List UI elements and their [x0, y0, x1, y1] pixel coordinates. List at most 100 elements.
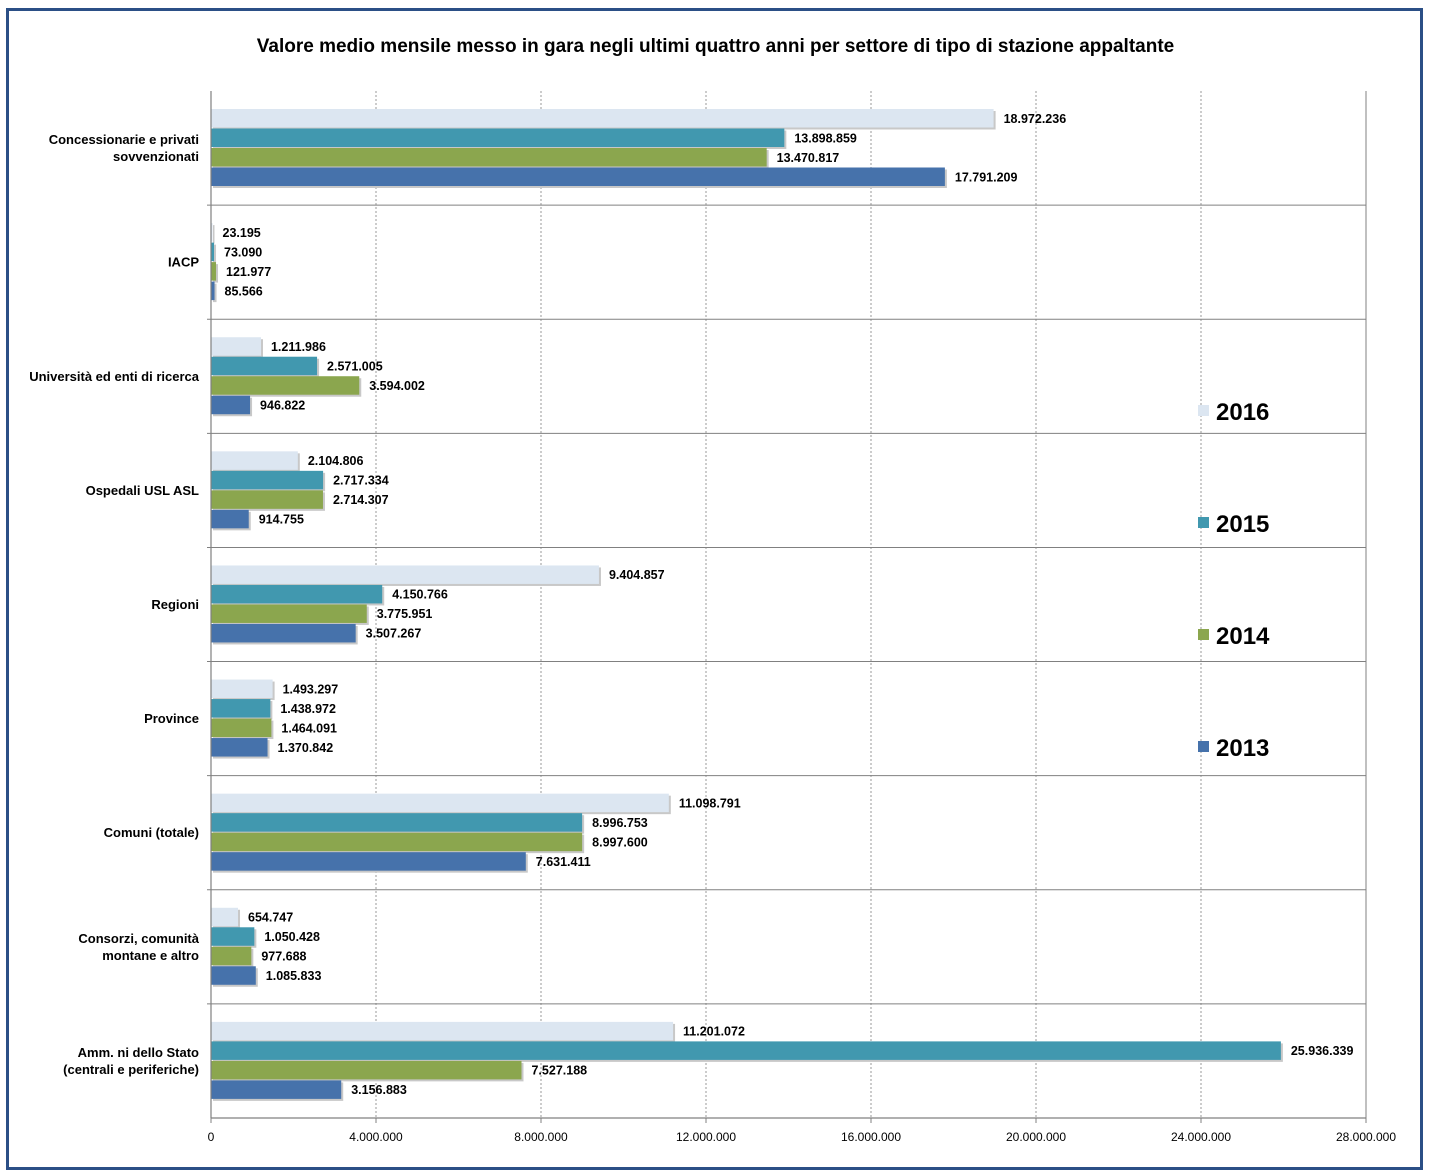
x-tick-label: 0: [208, 1130, 215, 1144]
bar-2016: [211, 565, 599, 584]
category-label: Concessionarie e privati: [49, 132, 199, 147]
data-label: 8.996.753: [592, 816, 648, 830]
data-label: 9.404.857: [609, 568, 665, 582]
data-label: 11.201.072: [683, 1025, 745, 1039]
data-label: 8.997.600: [592, 835, 648, 849]
category-label: Ospedali USL ASL: [86, 483, 199, 498]
bar-2014: [211, 1060, 522, 1080]
data-label: 914.755: [259, 513, 304, 527]
bar-2013: [211, 966, 256, 985]
category-label: (centrali e periferiche): [63, 1062, 199, 1077]
bar-2015: [211, 1041, 1281, 1060]
bar-2016: [211, 109, 994, 128]
data-label: 3.594.002: [369, 379, 425, 393]
bar-2014: [211, 718, 272, 738]
data-label: 25.936.339: [1291, 1044, 1354, 1058]
category-label: IACP: [168, 255, 199, 270]
data-label: 977.688: [261, 950, 306, 964]
x-tick-label: 20.000.000: [1006, 1130, 1066, 1144]
data-label: 3.507.267: [366, 627, 422, 641]
x-tick-label: 28.000.000: [1336, 1130, 1396, 1144]
bar-shadow: [213, 283, 217, 303]
category-label: Province: [144, 711, 199, 726]
data-label: 3.156.883: [351, 1083, 407, 1097]
bar-2015: [211, 813, 583, 832]
data-label: 13.898.859: [794, 131, 857, 145]
data-label: 7.527.188: [531, 1064, 587, 1078]
data-label: 3.775.951: [377, 607, 433, 621]
bar-2015: [211, 699, 271, 718]
bar-2014: [211, 376, 360, 395]
bar-2014: [211, 832, 583, 852]
x-tick-label: 8.000.000: [514, 1130, 568, 1144]
bar-2015: [211, 128, 785, 147]
bar-2016: [211, 793, 669, 813]
data-label: 1.085.833: [266, 969, 322, 983]
category-label: Amm. ni dello Stato: [78, 1045, 199, 1060]
x-tick-label: 24.000.000: [1171, 1130, 1231, 1144]
x-tick-label: 12.000.000: [676, 1130, 736, 1144]
data-label: 1.438.972: [280, 702, 336, 716]
data-label: 1.370.842: [278, 741, 334, 755]
bar-2013: [211, 852, 526, 871]
category-label: sovvenzionati: [113, 149, 199, 164]
bar-2014: [211, 946, 252, 966]
data-label: 2.104.806: [308, 454, 364, 468]
bar-2013: [211, 623, 356, 643]
data-label: 946.822: [260, 398, 305, 412]
data-label: 121.977: [226, 265, 271, 279]
bar-2015: [211, 356, 318, 376]
category-label: montane e altro: [102, 948, 199, 963]
bar-2016: [211, 337, 261, 356]
category-label: Regioni: [151, 597, 199, 612]
legend-swatch-2016: [1198, 405, 1209, 416]
data-label: 1.211.986: [271, 340, 326, 354]
category-label: Università ed enti di ricerca: [29, 369, 200, 384]
legend-label-2016: 2016: [1216, 399, 1269, 426]
category-label: Consorzi, comunità: [78, 931, 199, 946]
data-label: 4.150.766: [392, 588, 448, 602]
data-label: 2.571.005: [327, 359, 383, 373]
bar-2015: [211, 584, 383, 604]
legend-swatch-2013: [1198, 741, 1209, 752]
bar-2013: [211, 1080, 342, 1099]
data-label: 11.098.791: [679, 796, 741, 810]
bar-2016: [211, 1021, 674, 1041]
bar-2014: [211, 604, 367, 623]
bar-shadow: [213, 225, 215, 244]
bar-2016: [211, 223, 213, 242]
bar-2013: [211, 281, 215, 301]
x-tick-label: 4.000.000: [349, 1130, 403, 1144]
data-label: 1.050.428: [264, 930, 320, 944]
data-label: 85.566: [225, 284, 263, 298]
data-label: 23.195: [223, 226, 261, 240]
bar-shadow: [213, 244, 217, 264]
data-label: 73.090: [224, 245, 262, 259]
data-label: 17.791.209: [955, 170, 1018, 184]
data-label: 18.972.236: [1004, 112, 1067, 126]
data-label: 7.631.411: [536, 855, 591, 869]
legend-swatch-2015: [1198, 517, 1209, 528]
bar-2013: [211, 167, 945, 186]
bar-2014: [211, 148, 767, 167]
data-label: 1.464.091: [281, 721, 337, 735]
chart-title: Valore medio mensile messo in gara negli…: [256, 36, 1175, 57]
bar-2015: [211, 242, 215, 262]
legend-label-2013: 2013: [1216, 735, 1269, 762]
bar-2013: [211, 509, 249, 529]
bar-2014: [211, 262, 217, 281]
x-tick-label: 16.000.000: [841, 1130, 901, 1144]
bar-2015: [211, 927, 255, 946]
legend-label-2014: 2014: [1216, 623, 1270, 650]
legend-label-2015: 2015: [1216, 511, 1269, 538]
category-label: Comuni (totale): [104, 825, 199, 840]
bar-2013: [211, 738, 268, 757]
bar-2016: [211, 451, 298, 470]
data-label: 2.717.334: [333, 474, 389, 488]
bar-2016: [211, 907, 239, 927]
bar-2015: [211, 470, 324, 490]
bar-2016: [211, 679, 273, 699]
data-label: 654.747: [248, 911, 293, 925]
bar-2013: [211, 395, 251, 415]
